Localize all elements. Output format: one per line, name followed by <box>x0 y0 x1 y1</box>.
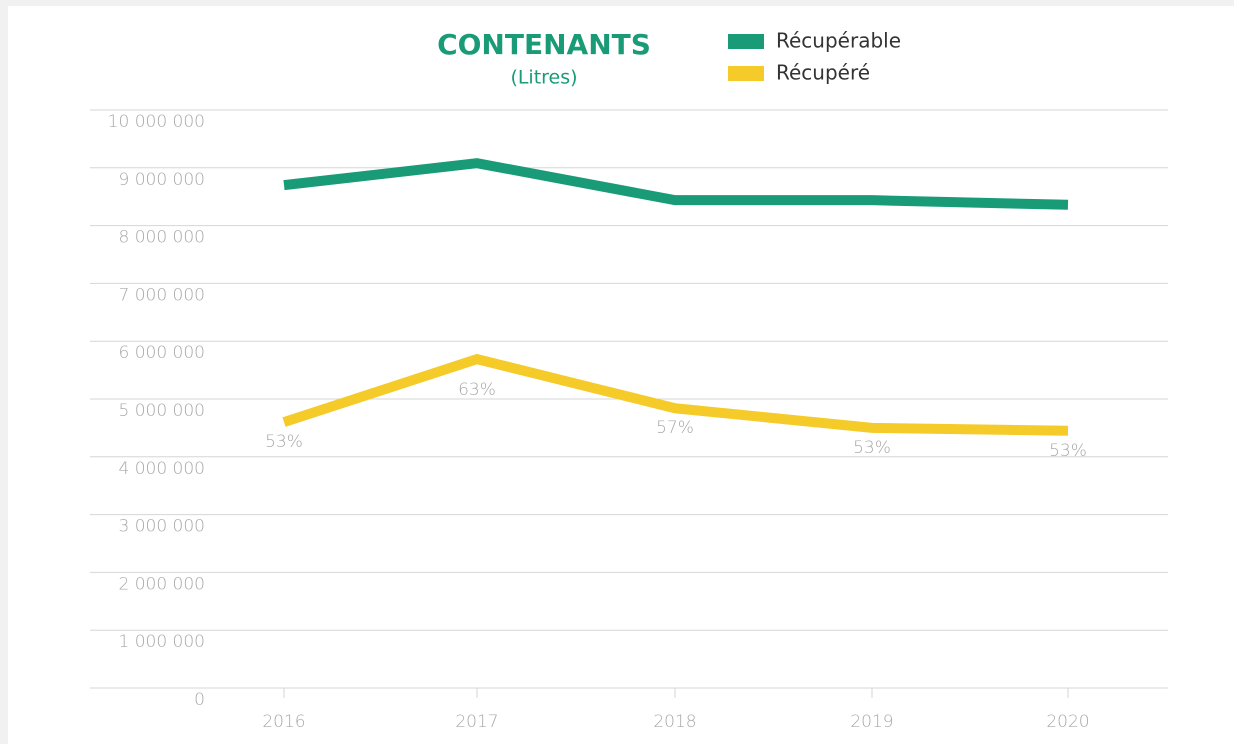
chart-title: CONTENANTS <box>437 28 651 61</box>
card <box>8 6 1234 744</box>
y-tick-label: 8 000 000 <box>118 228 205 248</box>
legend-swatch <box>728 34 764 49</box>
legend-swatch <box>728 66 764 81</box>
y-tick-label: 4 000 000 <box>118 459 205 479</box>
series-line <box>283 158 1069 210</box>
y-tick-label: 3 000 000 <box>118 517 205 537</box>
point-label: 53% <box>1049 441 1087 461</box>
point-label: 63% <box>458 380 496 400</box>
legend-label: Récupérable <box>776 29 901 53</box>
legend-label: Récupéré <box>776 61 870 85</box>
point-label: 53% <box>853 438 891 458</box>
y-tick-label: 7 000 000 <box>118 285 205 305</box>
y-tick-label: 9 000 000 <box>118 170 205 190</box>
point-label: 53% <box>265 432 303 452</box>
y-tick-label: 10 000 000 <box>108 112 205 132</box>
y-tick-label: 6 000 000 <box>118 343 205 363</box>
chart-subtitle: (Litres) <box>510 67 577 89</box>
x-tick-label: 2020 <box>1046 712 1089 732</box>
x-tick-label: 2017 <box>455 712 498 732</box>
y-tick-label: 5 000 000 <box>118 401 205 421</box>
series-line <box>282 353 1069 436</box>
y-tick-label: 1 000 000 <box>118 632 205 652</box>
x-tick-label: 2018 <box>653 712 696 732</box>
x-tick-label: 2016 <box>262 712 305 732</box>
y-tick-label: 0 <box>194 690 205 710</box>
point-label: 57% <box>656 418 694 438</box>
x-tick-label: 2019 <box>850 712 893 732</box>
y-tick-label: 2 000 000 <box>118 574 205 594</box>
